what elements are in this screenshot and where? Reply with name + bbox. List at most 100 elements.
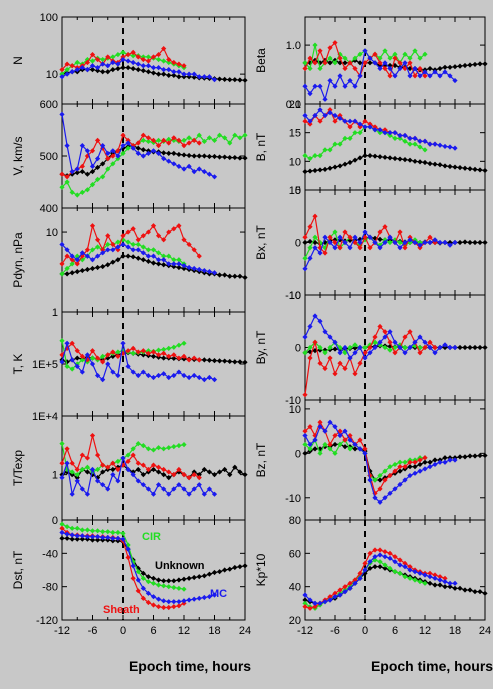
data-point-cir — [171, 344, 177, 350]
data-point-unknown — [171, 150, 177, 156]
data-point-cir — [59, 338, 65, 344]
data-point-mc — [140, 153, 146, 159]
data-point-mc — [337, 432, 343, 439]
y-tick-label: 15 — [289, 128, 301, 140]
data-point-cir — [312, 234, 318, 240]
data-point-mc — [377, 552, 383, 558]
data-point-sheath — [367, 344, 373, 351]
data-point-mc — [427, 344, 433, 351]
data-point-mc — [322, 599, 328, 605]
data-point-sheath — [155, 143, 162, 149]
data-point-unknown — [120, 65, 126, 71]
data-point-mc — [307, 118, 313, 124]
data-point-cir — [89, 355, 96, 361]
data-point-sheath — [397, 557, 403, 563]
data-point-unknown — [125, 253, 131, 259]
data-point-cir — [322, 441, 328, 448]
data-point-mc — [150, 65, 157, 71]
data-point-unknown — [392, 155, 398, 162]
data-point-mc — [161, 156, 167, 162]
data-point-mc — [120, 143, 126, 149]
data-point-unknown — [477, 167, 483, 173]
data-point-cir — [181, 586, 187, 592]
y-tick-label: 400 — [40, 203, 58, 215]
data-point-sheath — [166, 56, 172, 63]
data-point-mc — [110, 247, 116, 253]
data-point-mc — [166, 67, 172, 73]
data-point-sheath — [181, 353, 187, 360]
data-point-sheath — [322, 60, 328, 66]
data-point-mc — [145, 253, 152, 259]
data-point-mc — [211, 270, 218, 276]
y-tick-label: 40 — [289, 582, 301, 594]
data-point-mc — [442, 459, 448, 465]
data-point-mc — [377, 499, 383, 505]
data-point-unknown — [357, 155, 363, 161]
data-point-mc — [422, 339, 428, 345]
data-point-unknown — [327, 60, 333, 66]
data-point-mc — [211, 592, 218, 598]
data-point-mc — [437, 577, 443, 583]
data-point-mc — [402, 239, 408, 246]
data-point-cir — [327, 147, 333, 153]
data-point-unknown — [64, 359, 70, 365]
data-point-sheath — [307, 121, 313, 127]
data-point-mc — [337, 234, 343, 240]
data-point-sheath — [367, 245, 373, 251]
data-point-cir — [130, 446, 136, 452]
data-point-mc — [196, 374, 202, 381]
data-point-sheath — [302, 392, 308, 398]
data-point-unknown — [352, 157, 358, 163]
data-point-cir — [130, 53, 136, 59]
data-point-mc — [59, 74, 65, 80]
data-point-cir — [130, 350, 136, 356]
data-point-sheath — [74, 348, 80, 354]
data-point-mc — [317, 83, 323, 89]
y-tick-label: -80 — [42, 582, 58, 594]
data-point-unknown — [161, 71, 167, 77]
data-point-mc — [186, 597, 192, 603]
data-point-sheath — [402, 245, 408, 251]
data-point-unknown — [457, 239, 463, 246]
data-point-cir — [89, 247, 96, 253]
data-point-mc — [397, 481, 403, 488]
data-point-cir — [145, 579, 152, 585]
data-point-unknown — [196, 574, 202, 580]
data-point-unknown — [216, 76, 223, 82]
data-point-unknown — [467, 344, 473, 351]
data-point-mc — [206, 486, 213, 492]
data-point-mc — [59, 474, 65, 481]
data-point-mc — [347, 585, 353, 591]
data-point-cir — [412, 48, 418, 54]
y-axis-label: Dst, nT — [11, 550, 25, 589]
data-point-cir — [145, 54, 152, 60]
data-point-sheath — [312, 60, 318, 66]
data-point-unknown — [227, 566, 233, 572]
data-point-sheath — [307, 355, 313, 361]
data-point-mc — [181, 486, 187, 492]
data-point-cir — [397, 239, 403, 246]
data-point-unknown — [397, 468, 403, 474]
data-point-cir — [176, 342, 182, 348]
data-point-sheath — [367, 121, 373, 127]
data-point-sheath — [161, 350, 167, 356]
data-point-cir — [155, 250, 162, 256]
data-point-sheath — [427, 234, 433, 240]
data-point-mc — [89, 466, 96, 473]
data-point-sheath — [377, 60, 383, 66]
data-point-unknown — [79, 536, 85, 542]
data-point-unknown — [472, 166, 478, 172]
data-point-mc — [84, 491, 91, 497]
data-point-unknown — [150, 575, 157, 581]
data-point-mc — [307, 441, 313, 448]
data-point-sheath — [422, 73, 428, 79]
data-point-unknown — [302, 169, 308, 175]
data-point-cir — [100, 353, 106, 360]
data-point-sheath — [191, 355, 197, 361]
y-tick-label: 0 — [295, 238, 301, 250]
data-point-unknown — [237, 273, 243, 279]
data-point-sheath — [402, 560, 408, 566]
data-point-sheath — [120, 132, 126, 138]
data-point-unknown — [110, 259, 116, 265]
data-point-mc — [171, 372, 177, 379]
